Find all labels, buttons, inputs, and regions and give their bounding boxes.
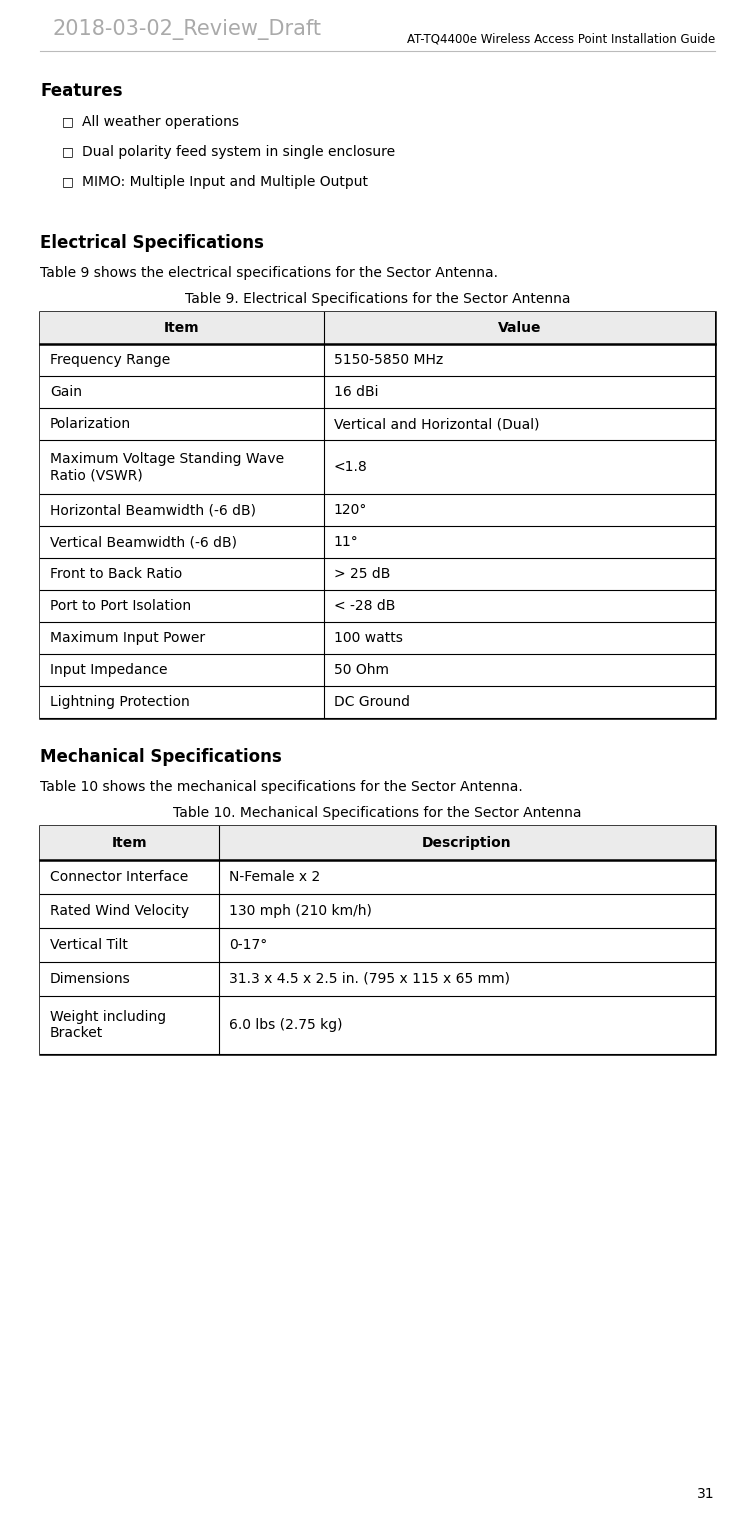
Text: 11°: 11°: [333, 535, 358, 549]
Text: > 25 dB: > 25 dB: [333, 567, 390, 581]
Text: Horizontal Beamwidth (-6 dB): Horizontal Beamwidth (-6 dB): [50, 503, 256, 517]
Text: 100 watts: 100 watts: [333, 631, 403, 645]
Text: Features: Features: [40, 83, 122, 99]
Bar: [40, 590, 715, 622]
Text: Vertical Beamwidth (-6 dB): Vertical Beamwidth (-6 dB): [50, 535, 237, 549]
Text: Vertical and Horizontal (Dual): Vertical and Horizontal (Dual): [333, 417, 539, 431]
Text: All weather operations: All weather operations: [82, 115, 239, 128]
Bar: [40, 440, 715, 494]
Bar: [40, 494, 715, 526]
Bar: [40, 826, 715, 1053]
Text: Dual polarity feed system in single enclosure: Dual polarity feed system in single encl…: [82, 145, 395, 159]
Bar: [40, 859, 715, 894]
Bar: [40, 558, 715, 590]
Text: Frequency Range: Frequency Range: [50, 353, 170, 367]
Text: Description: Description: [422, 836, 511, 850]
Text: Port to Port Isolation: Port to Port Isolation: [50, 599, 191, 613]
Text: AT-TQ4400e Wireless Access Point Installation Guide: AT-TQ4400e Wireless Access Point Install…: [407, 32, 715, 44]
Bar: [40, 622, 715, 654]
Text: Table 10. Mechanical Specifications for the Sector Antenna: Table 10. Mechanical Specifications for …: [173, 806, 582, 820]
Text: Weight including
Bracket: Weight including Bracket: [50, 1009, 166, 1040]
Bar: [40, 826, 715, 859]
Text: Table 10 shows the mechanical specifications for the Sector Antenna.: Table 10 shows the mechanical specificat…: [40, 780, 523, 794]
Text: 50 Ohm: 50 Ohm: [333, 664, 388, 677]
Text: Vertical Tilt: Vertical Tilt: [50, 937, 128, 953]
Text: Gain: Gain: [50, 385, 82, 399]
Bar: [40, 312, 715, 344]
Text: □: □: [62, 176, 74, 188]
Text: Table 9. Electrical Specifications for the Sector Antenna: Table 9. Electrical Specifications for t…: [185, 292, 570, 306]
Text: 130 mph (210 km/h): 130 mph (210 km/h): [229, 904, 372, 917]
Text: Front to Back Ratio: Front to Back Ratio: [50, 567, 182, 581]
Bar: [40, 687, 715, 719]
Text: Lightning Protection: Lightning Protection: [50, 696, 190, 709]
Bar: [40, 408, 715, 440]
Text: Input Impedance: Input Impedance: [50, 664, 167, 677]
Text: MIMO: Multiple Input and Multiple Output: MIMO: Multiple Input and Multiple Output: [82, 174, 368, 190]
Text: □: □: [62, 116, 74, 128]
Text: Maximum Input Power: Maximum Input Power: [50, 631, 205, 645]
Bar: [40, 312, 715, 719]
Text: 2018-03-02_Review_Draft: 2018-03-02_Review_Draft: [52, 18, 321, 40]
Text: Maximum Voltage Standing Wave
Ratio (VSWR): Maximum Voltage Standing Wave Ratio (VSW…: [50, 453, 284, 482]
Bar: [40, 344, 715, 376]
Text: <1.8: <1.8: [333, 460, 367, 474]
Text: 120°: 120°: [333, 503, 367, 517]
Text: □: □: [62, 145, 74, 159]
Text: Polarization: Polarization: [50, 417, 131, 431]
Text: Table 9 shows the electrical specifications for the Sector Antenna.: Table 9 shows the electrical specificati…: [40, 266, 498, 280]
Text: 5150-5850 MHz: 5150-5850 MHz: [333, 353, 443, 367]
Text: < -28 dB: < -28 dB: [333, 599, 395, 613]
Text: Item: Item: [112, 836, 147, 850]
Text: Dimensions: Dimensions: [50, 972, 131, 986]
Text: Item: Item: [164, 321, 200, 335]
Bar: [40, 928, 715, 962]
Text: Value: Value: [497, 321, 541, 335]
Text: Mechanical Specifications: Mechanical Specifications: [40, 748, 282, 766]
Bar: [40, 526, 715, 558]
Text: Rated Wind Velocity: Rated Wind Velocity: [50, 904, 189, 917]
Text: DC Ground: DC Ground: [333, 696, 409, 709]
Text: 31: 31: [698, 1488, 715, 1501]
Bar: [40, 962, 715, 995]
Text: Electrical Specifications: Electrical Specifications: [40, 234, 264, 252]
Bar: [40, 376, 715, 408]
Bar: [40, 995, 715, 1053]
Text: 16 dBi: 16 dBi: [333, 385, 378, 399]
Text: 31.3 x 4.5 x 2.5 in. (795 x 115 x 65 mm): 31.3 x 4.5 x 2.5 in. (795 x 115 x 65 mm): [229, 972, 510, 986]
Text: N-Female x 2: N-Female x 2: [229, 870, 320, 884]
Bar: [40, 894, 715, 928]
Bar: [40, 654, 715, 687]
Text: 6.0 lbs (2.75 kg): 6.0 lbs (2.75 kg): [229, 1018, 342, 1032]
Text: Connector Interface: Connector Interface: [50, 870, 189, 884]
Text: 0-17°: 0-17°: [229, 937, 267, 953]
